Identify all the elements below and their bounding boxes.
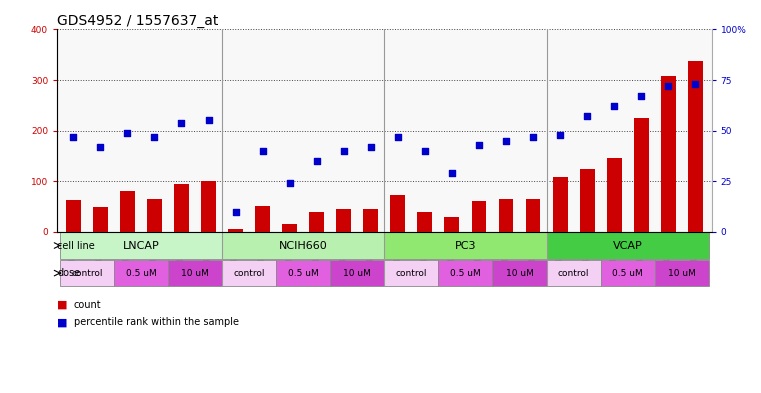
Text: 10 uM: 10 uM	[181, 268, 209, 277]
Text: 10 uM: 10 uM	[343, 268, 371, 277]
Bar	[168, 260, 222, 286]
Point	[121, 129, 133, 136]
Text: cell line: cell line	[57, 241, 95, 250]
Point	[419, 148, 431, 154]
Text: 0.5 uM: 0.5 uM	[450, 268, 481, 277]
Text: dose: dose	[57, 268, 81, 278]
Bar	[60, 232, 222, 259]
Point	[392, 134, 404, 140]
Text: VCAP: VCAP	[613, 241, 642, 250]
Bar	[276, 260, 330, 286]
Bar	[600, 260, 654, 286]
Text: NCIH660: NCIH660	[279, 241, 327, 250]
Bar	[330, 260, 384, 286]
Bar	[472, 201, 486, 232]
Text: 0.5 uM: 0.5 uM	[126, 268, 156, 277]
Point	[94, 143, 107, 150]
Bar	[363, 209, 378, 232]
Bar	[526, 199, 540, 232]
Point	[635, 93, 648, 99]
Bar	[438, 260, 492, 286]
Bar	[444, 217, 460, 232]
Bar	[498, 199, 514, 232]
Bar	[282, 224, 297, 232]
Bar	[654, 260, 708, 286]
Point	[338, 148, 350, 154]
Bar	[228, 229, 243, 232]
Bar	[93, 208, 108, 232]
Bar	[607, 158, 622, 232]
Text: percentile rank within the sample: percentile rank within the sample	[74, 317, 239, 327]
Bar	[384, 232, 546, 259]
Text: ■: ■	[57, 299, 68, 310]
Point	[230, 208, 242, 215]
Text: 10 uM: 10 uM	[505, 268, 533, 277]
Point	[310, 158, 323, 164]
Bar	[336, 209, 351, 232]
Bar	[634, 118, 648, 232]
Text: count: count	[74, 299, 101, 310]
Bar	[255, 206, 270, 232]
Point	[554, 132, 566, 138]
Bar	[418, 211, 432, 232]
Bar	[201, 181, 216, 232]
Bar	[120, 191, 135, 232]
Point	[256, 148, 269, 154]
Text: PC3: PC3	[454, 241, 476, 250]
Text: control: control	[396, 268, 427, 277]
Point	[148, 134, 161, 140]
Point	[202, 118, 215, 124]
Point	[365, 143, 377, 150]
Bar	[492, 260, 546, 286]
Point	[581, 113, 594, 119]
Bar	[309, 211, 324, 232]
Point	[473, 141, 485, 148]
Bar	[384, 260, 438, 286]
Point	[175, 119, 187, 126]
Bar	[546, 260, 600, 286]
Text: 10 uM: 10 uM	[668, 268, 696, 277]
Bar	[60, 260, 114, 286]
Text: LNCAP: LNCAP	[123, 241, 159, 250]
Point	[608, 103, 620, 110]
Bar	[114, 260, 168, 286]
Text: ■: ■	[57, 317, 68, 327]
Bar	[552, 177, 568, 232]
Bar	[222, 232, 384, 259]
Point	[500, 138, 512, 144]
Bar	[66, 200, 81, 232]
Bar	[174, 184, 189, 232]
Bar	[546, 232, 708, 259]
Text: 0.5 uM: 0.5 uM	[288, 268, 319, 277]
Bar	[661, 76, 676, 232]
Point	[446, 170, 458, 176]
Point	[284, 180, 296, 186]
Bar	[147, 199, 162, 232]
Bar	[688, 61, 702, 232]
Text: control: control	[234, 268, 265, 277]
Bar	[222, 260, 276, 286]
Bar	[580, 169, 594, 232]
Point	[689, 81, 702, 87]
Point	[662, 83, 674, 89]
Point	[67, 134, 79, 140]
Text: GDS4952 / 1557637_at: GDS4952 / 1557637_at	[57, 15, 218, 28]
Bar	[390, 195, 406, 232]
Point	[527, 134, 539, 140]
Text: control: control	[558, 268, 589, 277]
Text: control: control	[71, 268, 103, 277]
Text: 0.5 uM: 0.5 uM	[613, 268, 643, 277]
